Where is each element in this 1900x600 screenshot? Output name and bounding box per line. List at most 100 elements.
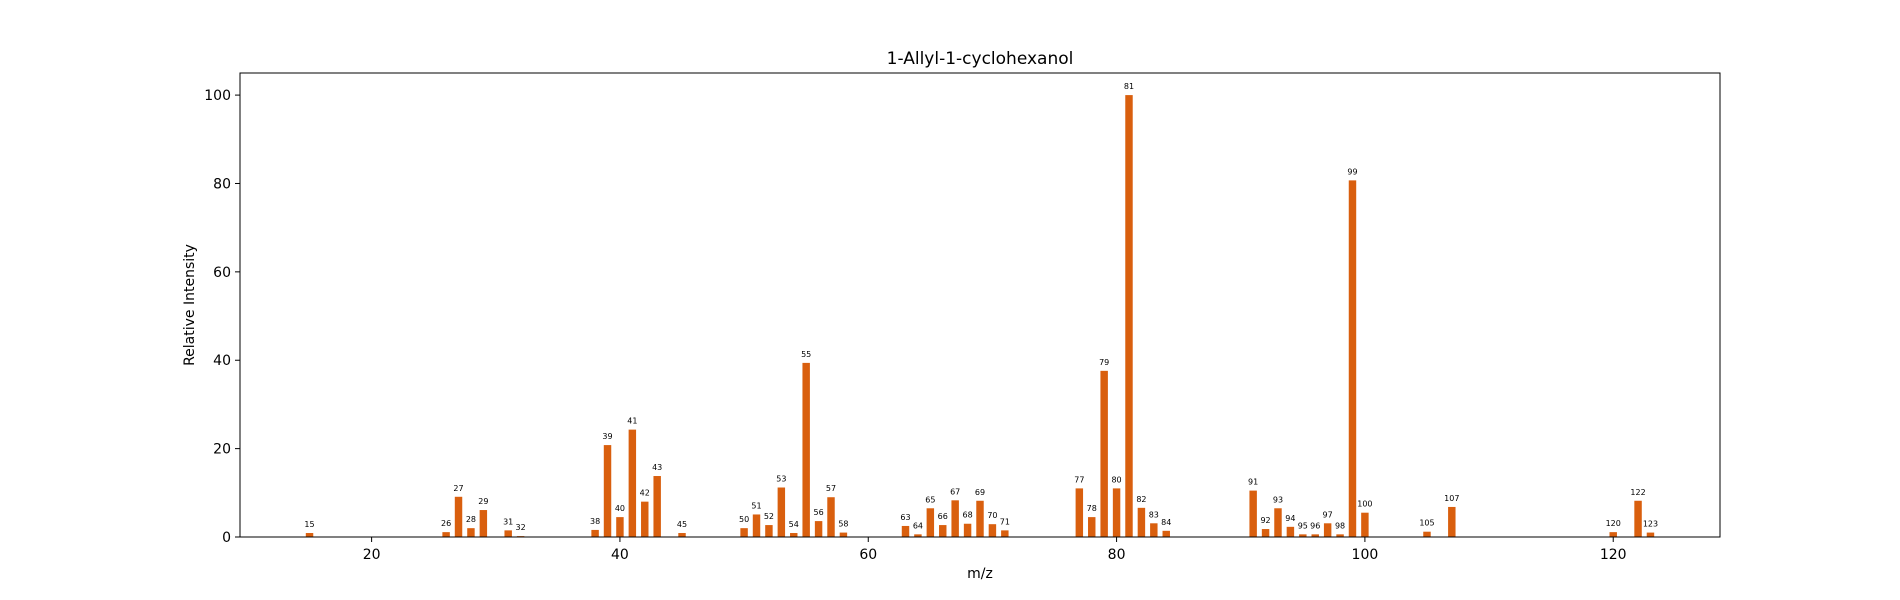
- bar-mz-77: [1075, 488, 1084, 537]
- bar-mz-93: [1274, 508, 1282, 537]
- peak-label-mz-80: 80: [1111, 475, 1121, 484]
- bar-mz-97: [1323, 523, 1332, 537]
- bar-mz-105: [1423, 531, 1431, 537]
- chart-title: 1-Allyl-1-cyclohexanol: [887, 49, 1074, 69]
- x-axis: 20 40 60 80 100 120: [363, 537, 1627, 563]
- peak-label-mz-120: 120: [1606, 519, 1621, 528]
- peak-label-mz-98: 98: [1335, 521, 1345, 530]
- peak-label-mz-92: 92: [1260, 516, 1270, 525]
- bar-mz-83: [1150, 523, 1158, 537]
- x-axis-label: m/z: [967, 566, 993, 582]
- y-tick-label-20: 20: [213, 442, 231, 458]
- bar-mz-38: [591, 529, 599, 537]
- bar-mz-51: [752, 514, 761, 537]
- peak-label-mz-71: 71: [1000, 517, 1010, 526]
- peak-label-mz-54: 54: [789, 520, 799, 529]
- y-tick-label-0: 0: [222, 530, 231, 546]
- bar-mz-84: [1162, 530, 1170, 537]
- bar-mz-82: [1137, 507, 1146, 537]
- peak-label-mz-43: 43: [652, 463, 662, 472]
- peak-label-mz-41: 41: [627, 417, 637, 426]
- x-tick-label-120: 120: [1600, 547, 1627, 563]
- peak-label-mz-32: 32: [516, 523, 526, 532]
- peak-label-mz-81: 81: [1124, 82, 1134, 91]
- peak-label-mz-27: 27: [453, 484, 463, 493]
- y-tick-label-60: 60: [213, 265, 231, 281]
- peak-label-mz-57: 57: [826, 484, 836, 493]
- peak-label-mz-42: 42: [640, 489, 650, 498]
- bar-mz-57: [827, 497, 835, 537]
- bar-mz-98: [1336, 534, 1344, 537]
- peak-label-mz-52: 52: [764, 512, 774, 521]
- bar-mz-58: [839, 532, 848, 537]
- bar-mz-28: [467, 528, 475, 537]
- peak-label-mz-70: 70: [987, 511, 997, 520]
- bar-mz-55: [802, 362, 810, 537]
- peak-label-mz-26: 26: [441, 519, 451, 528]
- peak-label-mz-99: 99: [1347, 167, 1357, 176]
- bar-mz-99: [1348, 180, 1357, 537]
- bar-mz-122: [1634, 500, 1642, 537]
- bar-mz-15: [305, 533, 314, 537]
- bar-mz-81: [1125, 95, 1133, 537]
- peak-label-mz-91: 91: [1248, 478, 1258, 487]
- peak-label-mz-77: 77: [1074, 475, 1084, 484]
- x-tick-label-40: 40: [611, 547, 629, 563]
- bar-mz-71: [1001, 530, 1009, 537]
- bar-mz-50: [740, 528, 748, 537]
- peak-label-mz-107: 107: [1444, 494, 1459, 503]
- peak-label-mz-79: 79: [1099, 358, 1109, 367]
- bar-mz-45: [678, 533, 686, 537]
- peak-label-mz-100: 100: [1357, 500, 1372, 509]
- bars-group: [305, 95, 1655, 537]
- bar-mz-107: [1448, 506, 1456, 537]
- bar-mz-65: [926, 508, 935, 537]
- peak-label-mz-38: 38: [590, 517, 600, 526]
- bar-mz-27: [454, 496, 463, 537]
- peak-label-mz-64: 64: [913, 521, 923, 530]
- bar-mz-40: [616, 517, 624, 537]
- peak-label-mz-82: 82: [1136, 495, 1146, 504]
- peak-label-mz-68: 68: [962, 511, 972, 520]
- bar-mz-100: [1361, 512, 1369, 537]
- bar-mz-123: [1646, 532, 1655, 537]
- peak-label-mz-63: 63: [900, 513, 910, 522]
- peak-label-mz-66: 66: [938, 512, 948, 521]
- bar-mz-53: [777, 487, 786, 537]
- bar-mz-52: [765, 525, 773, 537]
- peak-label-mz-67: 67: [950, 487, 960, 496]
- y-tick-label-80: 80: [213, 176, 231, 192]
- peak-label-mz-65: 65: [925, 495, 935, 504]
- peak-label-mz-51: 51: [751, 501, 761, 510]
- peak-label-mz-53: 53: [776, 475, 786, 484]
- bar-mz-120: [1609, 532, 1617, 537]
- x-tick-label-60: 60: [859, 547, 877, 563]
- bar-mz-67: [951, 500, 959, 537]
- peak-label-mz-122: 122: [1630, 488, 1645, 497]
- peak-label-mz-84: 84: [1161, 518, 1171, 527]
- peak-label-mz-93: 93: [1273, 495, 1283, 504]
- y-tick-label-40: 40: [213, 353, 231, 369]
- peak-label-mz-105: 105: [1419, 519, 1434, 528]
- peak-label-mz-97: 97: [1323, 510, 1333, 519]
- bar-mz-91: [1249, 490, 1257, 537]
- bar-mz-78: [1088, 517, 1096, 537]
- x-tick-label-20: 20: [363, 547, 381, 563]
- peak-label-mz-56: 56: [813, 508, 823, 517]
- peak-label-mz-39: 39: [602, 432, 612, 441]
- bar-mz-92: [1261, 529, 1270, 537]
- bar-mz-96: [1311, 534, 1319, 537]
- peak-label-mz-58: 58: [838, 520, 848, 529]
- bar-mz-43: [653, 476, 661, 537]
- x-tick-label-80: 80: [1108, 547, 1126, 563]
- bar-mz-68: [963, 523, 972, 537]
- peak-label-mz-45: 45: [677, 520, 687, 529]
- peak-label-mz-28: 28: [466, 515, 476, 524]
- bar-mz-80: [1112, 488, 1121, 537]
- peak-label-mz-40: 40: [615, 504, 625, 513]
- bar-mz-54: [790, 533, 798, 537]
- bar-mz-70: [988, 524, 997, 537]
- bar-mz-31: [504, 530, 512, 537]
- peak-label-mz-95: 95: [1298, 521, 1308, 530]
